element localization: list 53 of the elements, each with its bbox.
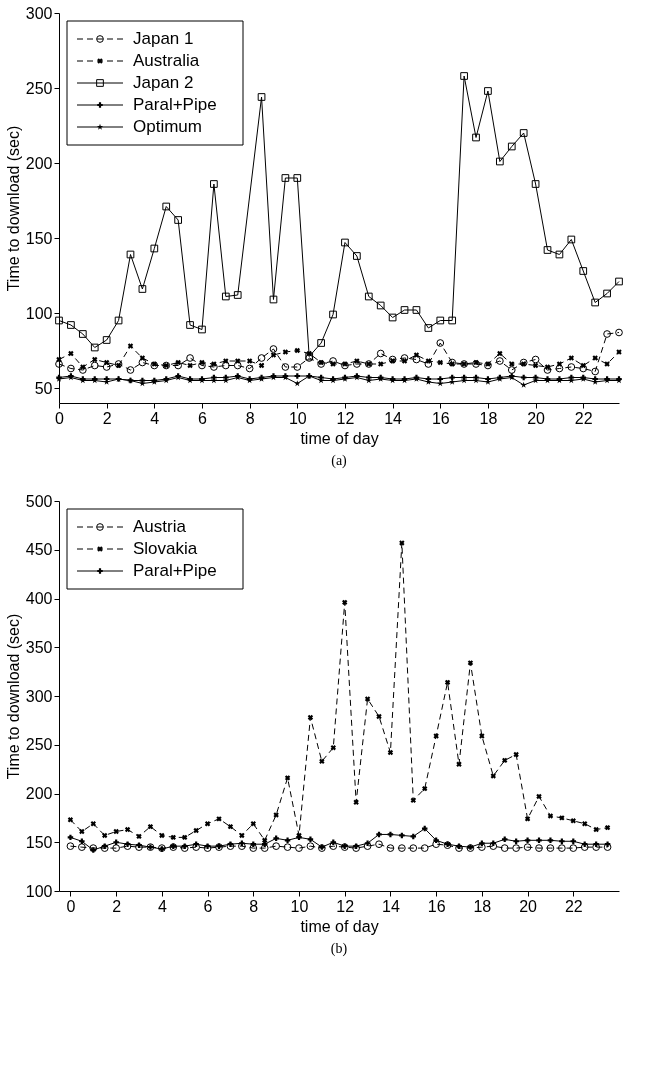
legend-label: Paral+Pipe (133, 561, 217, 580)
y-tick-label: 350 (25, 638, 53, 656)
y-tick-label: 150 (25, 229, 53, 247)
y-axis-title: Time to download (sec) (4, 125, 22, 292)
legend-label: Slovakia (133, 539, 198, 558)
legend-label: Paral+Pipe (133, 95, 217, 114)
x-tick-label: 10 (290, 897, 309, 915)
y-tick-label: 50 (34, 379, 53, 397)
y-tick-label: 500 (25, 492, 53, 510)
x-tick-label: 4 (157, 897, 167, 915)
x-tick-label: 0 (66, 897, 76, 915)
y-tick-label: 250 (25, 79, 53, 97)
x-tick-label: 22 (574, 409, 593, 427)
x-tick-label: 6 (203, 897, 213, 915)
x-tick-label: 2 (102, 409, 112, 427)
y-tick-label: 100 (25, 304, 53, 322)
x-tick-label: 14 (384, 409, 403, 427)
x-tick-label: 18 (473, 897, 492, 915)
x-tick-label: 12 (336, 897, 355, 915)
legend-label: Australia (133, 51, 200, 70)
x-tick-label: 6 (198, 409, 208, 427)
x-tick-label: 18 (479, 409, 498, 427)
y-tick-label: 150 (25, 833, 53, 851)
x-axis-title: time of day (300, 429, 379, 447)
y-tick-label: 300 (25, 687, 53, 705)
x-tick-label: 4 (150, 409, 160, 427)
text: (a) (331, 453, 348, 469)
y-tick-label: 300 (25, 4, 53, 22)
x-tick-label: 0 (55, 409, 65, 427)
y-axis-title: Time to download (sec) (4, 613, 22, 780)
y-tick-label: 400 (25, 590, 53, 607)
y-tick-label: 200 (25, 154, 53, 172)
y-tick-label: 450 (25, 541, 53, 559)
x-tick-label: 20 (527, 409, 546, 427)
y-tick-label: 250 (25, 736, 53, 754)
x-tick-label: 14 (382, 897, 400, 915)
legend-label: Austria (133, 517, 187, 536)
x-tick-label: 20 (519, 897, 538, 915)
y-tick-label: 200 (25, 785, 53, 802)
legend-label: Japan 1 (133, 29, 194, 48)
x-tick-label: 8 (245, 409, 255, 427)
x-tick-label: 22 (564, 897, 583, 915)
x-tick-label: 10 (288, 409, 307, 427)
y-tick-label: 100 (25, 882, 53, 900)
x-tick-label: 8 (249, 897, 259, 915)
x-tick-label: 2 (112, 897, 122, 915)
x-tick-label: 12 (336, 409, 355, 427)
x-tick-label: 16 (431, 409, 450, 427)
legend-label: Japan 2 (133, 73, 194, 92)
x-tick-label: 16 (427, 897, 446, 915)
legend-label: Optimum (133, 117, 202, 136)
x-axis-title: time of day (300, 917, 379, 935)
text: (b) (330, 941, 348, 957)
